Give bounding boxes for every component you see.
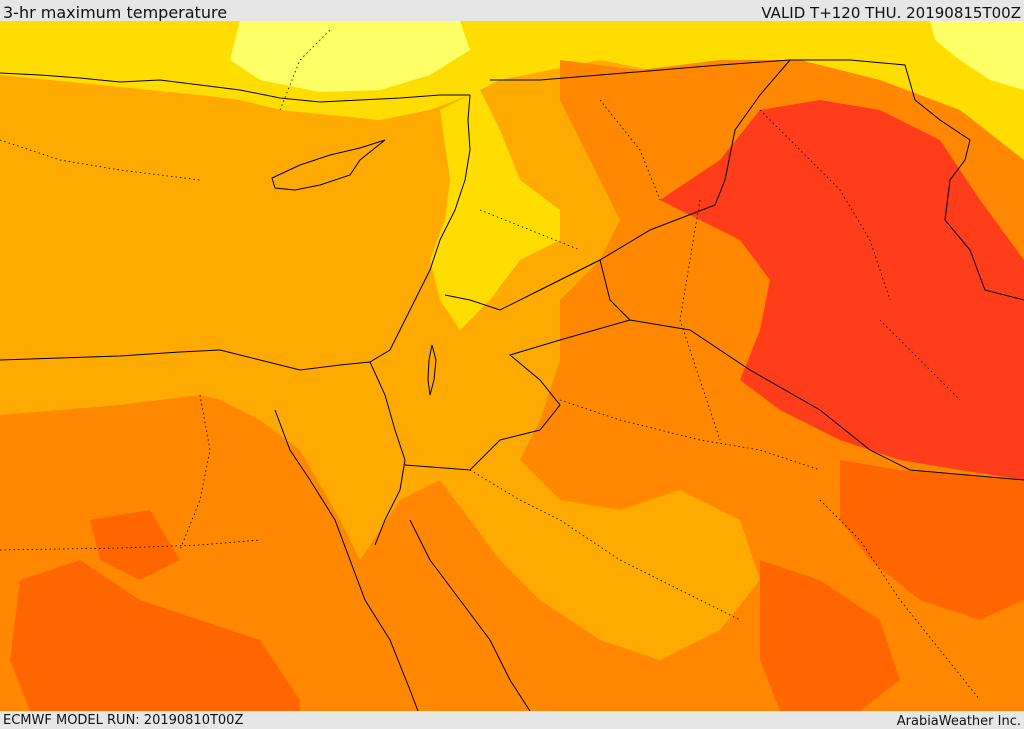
zone-nile-delta <box>0 355 400 480</box>
dead-sea <box>427 344 437 396</box>
zone-saudi-darkorange <box>760 560 900 711</box>
zone-iraq-red <box>660 100 1024 480</box>
map-title: 3-hr maximum temperature <box>3 3 228 22</box>
zone-northeast-paleyellow <box>930 21 1024 90</box>
gulf-of-aqaba <box>374 459 406 546</box>
border-egypt-israel <box>369 361 406 461</box>
valid-time: VALID T+120 THU. 20190815T00Z <box>761 4 1021 22</box>
zone-egypt-darkorange <box>10 560 300 711</box>
border-syria-jordan <box>444 259 601 311</box>
zone-mediterranean <box>0 80 450 362</box>
red-sea-east <box>409 519 531 711</box>
zone-levant-yellow <box>430 90 560 330</box>
border-jordan-saudi <box>404 319 631 471</box>
header-bar: 3-hr maximum temperature VALID T+120 THU… <box>0 0 1024 21</box>
model-run: ECMWF MODEL RUN: 20190810T00Z <box>3 713 244 728</box>
minor-boundaries <box>0 29 981 701</box>
footer-bar: ECMWF MODEL RUN: 20190810T00Z ArabiaWeat… <box>0 711 1024 729</box>
temperature-map <box>0 21 1024 711</box>
borders <box>0 59 1024 711</box>
zone-north-paleyellow <box>230 21 470 92</box>
border-jordan-iraq <box>599 259 1024 481</box>
red-sea-west <box>274 409 419 711</box>
coastline-east-med <box>0 94 471 371</box>
credit-label: ArabiaWeather Inc. <box>896 714 1021 729</box>
coastline-turkey <box>0 72 470 103</box>
zone-egypt-darkorange-2 <box>90 510 180 580</box>
zone-gulf-darkorange <box>840 460 1024 620</box>
zone-jordan-gold <box>430 290 760 660</box>
border-syria-iraq <box>599 59 791 261</box>
border-turkey-syria <box>490 59 1024 301</box>
island-cyprus <box>271 139 386 191</box>
